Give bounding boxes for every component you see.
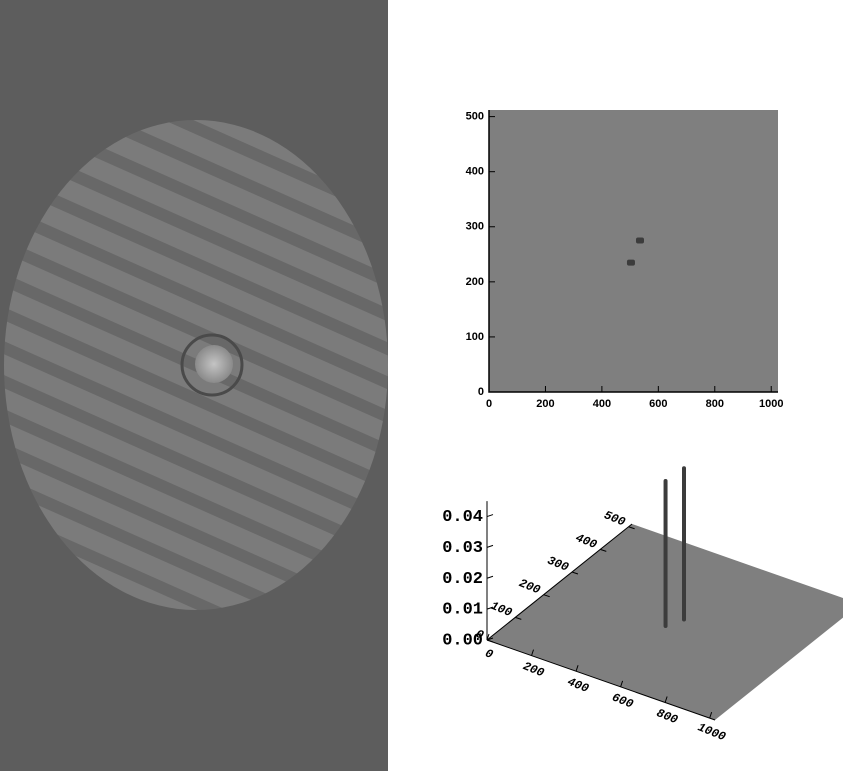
x-tick <box>709 711 713 719</box>
y-tick <box>571 571 579 575</box>
y-tick-label: 500 <box>466 111 484 123</box>
x-tick-label: 0 <box>483 646 495 662</box>
y-tick <box>515 616 522 620</box>
x-tick-label: 600 <box>610 690 635 711</box>
x-tick-label: 800 <box>654 706 679 727</box>
hologram-image <box>0 0 388 771</box>
x-tick-label: 400 <box>565 675 590 696</box>
y-tick <box>543 594 550 598</box>
z-tick-label: 0.01 <box>442 601 483 620</box>
z-tick-label: 0.02 <box>442 570 483 589</box>
z-tick <box>486 575 494 579</box>
y-tick-label: 0 <box>474 627 486 643</box>
x-tick-label: 800 <box>706 398 724 410</box>
x-tick-label: 600 <box>649 398 667 410</box>
y-tick-label: 200 <box>466 276 484 288</box>
z-tick-label: 0.00 <box>442 631 483 650</box>
y-tick <box>600 548 607 552</box>
z-tick-label: 0.03 <box>442 539 483 558</box>
x-tick <box>575 665 579 672</box>
peak-dot <box>635 237 644 244</box>
y-axis <box>486 523 633 641</box>
z-tick <box>486 514 494 518</box>
x-tick <box>664 696 668 703</box>
y-tick-label: 200 <box>517 576 542 597</box>
z-tick <box>486 544 494 548</box>
x-tick-label: 1000 <box>759 398 783 410</box>
peak-dot <box>626 259 635 266</box>
x-tick <box>531 649 535 656</box>
x-tick <box>486 633 490 641</box>
x-tick <box>620 680 624 688</box>
y-tick-label: 100 <box>466 331 484 343</box>
x-tick-label: 200 <box>536 398 554 410</box>
y-tick-label: 400 <box>574 531 599 552</box>
y-tick-label: 100 <box>489 599 514 620</box>
y-tick <box>628 526 635 530</box>
y-tick <box>486 639 494 643</box>
x-tick-label: 1000 <box>696 720 728 744</box>
z-tick <box>486 606 494 610</box>
x-tick-label: 0 <box>486 398 492 410</box>
y-tick-label: 300 <box>466 221 484 233</box>
y-tick-label: 400 <box>466 166 484 178</box>
z-tick <box>486 637 494 641</box>
plot-area <box>489 110 778 392</box>
y-tick-label: 300 <box>545 554 570 575</box>
x-axis <box>486 639 716 721</box>
y-tick-label: 0 <box>478 386 484 398</box>
x-tick-label: 400 <box>593 398 611 410</box>
y-tick-label: 500 <box>602 508 627 529</box>
z-tick-label: 0.04 <box>442 508 483 527</box>
x-tick-label: 200 <box>521 659 546 680</box>
